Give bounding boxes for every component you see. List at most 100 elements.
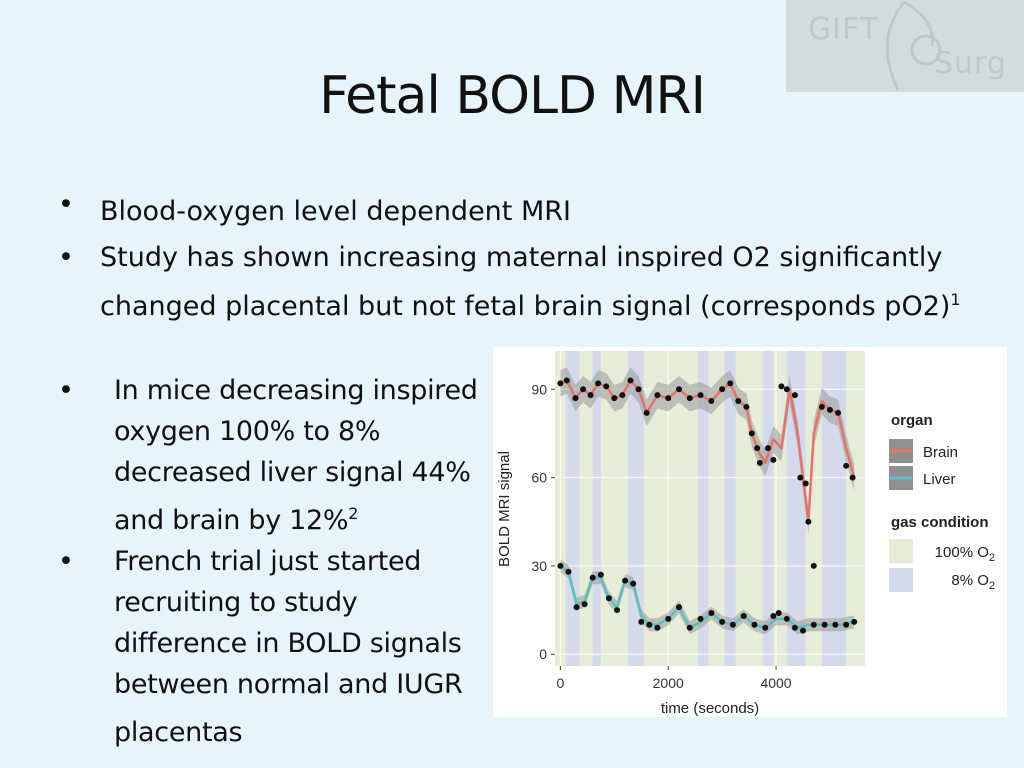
data-point-liver [821,621,828,628]
data-point-brain [603,383,610,390]
slide-title: Fetal BOLD MRI [319,66,706,126]
data-point-brain [643,409,650,416]
bullet-item: • French trial just started recruiting to… [58,541,488,753]
bullet-text: French trial just started recruiting to … [114,546,463,748]
bullet-dot-icon: • [58,242,74,273]
data-point-brain [797,474,804,481]
data-point-liver [597,571,604,578]
data-point-brain [835,409,842,416]
data-point-brain [735,398,742,405]
footnote-ref: 1 [950,290,961,309]
band-8pct [762,351,774,666]
logo-text-line2: Surg [934,46,1007,81]
gift-surg-logo-arc-icon [885,0,942,91]
data-point-brain [748,430,755,437]
bullet-text: In mice decreasing inspired oxygen 100% … [114,375,478,536]
data-point-liver [654,624,661,631]
data-point-brain [783,386,790,393]
data-point-brain [627,377,634,384]
data-point-liver [697,615,704,622]
left-bullet-list: • In mice decreasing inspired oxygen 100%… [58,370,488,753]
legend-label-brain: Brain [923,444,958,461]
data-point-brain [572,395,579,402]
data-point-brain [849,474,856,481]
data-points [557,377,858,634]
data-point-brain [595,380,602,387]
x-tick-label: 0 [556,675,564,691]
data-point-liver [729,621,736,628]
data-point-brain [756,459,763,466]
bullet-text: Blood-oxygen level dependent MRI [100,196,571,227]
data-point-brain [754,445,761,452]
data-point-brain [676,386,682,393]
band-8pct [592,351,601,666]
data-point-brain [770,456,777,463]
band-8pct [697,351,709,666]
data-point-liver [770,612,777,619]
bold-signal-chart: 0 30 60 90 0 2000 4000 BOLD MRI signal time (s… [493,347,1007,717]
data-point-brain [635,386,642,393]
data-point-liver [843,621,850,628]
data-point-brain [587,392,594,399]
bullet-item: • Blood-oxygen level dependent MRI [58,184,998,233]
data-point-liver [719,618,726,625]
legend-8pct-text: 8% O [951,572,989,589]
data-point-brain [826,406,833,413]
data-point-liver [630,580,637,587]
chart-svg: 0 30 60 90 0 2000 4000 BOLD MRI signal time (s… [496,351,995,717]
data-point-liver [751,621,758,628]
bullet-item: • In mice decreasing inspired oxygen 100%… [58,370,488,541]
data-point-brain [557,380,564,387]
data-point-brain [764,445,771,452]
data-point-liver [708,610,715,617]
legend-gas-title: gas condition [891,514,989,531]
data-point-brain [727,380,734,387]
data-point-brain [654,392,661,399]
data-point-brain [563,377,570,384]
y-axis-label: BOLD MRI signal [496,451,513,567]
data-point-liver [665,615,672,622]
data-point-brain [708,398,715,405]
data-point-liver [589,574,596,581]
bullet-dot-icon: • [58,375,74,406]
data-point-brain [719,386,726,393]
band-8pct [724,351,736,666]
x-tick-label: 2000 [653,675,684,691]
data-point-brain [778,383,785,390]
data-point-brain [843,462,850,469]
bullet-dot-icon: • [58,546,74,577]
data-point-brain [805,518,812,525]
data-point-liver [581,601,588,608]
logo-text-line1: GIFT [808,12,880,47]
bullet-text: Study has shown increasing maternal insp… [100,242,951,322]
data-point-brain [818,403,825,410]
top-bullet-list: • Blood-oxygen level dependent MRI • Study… [58,184,998,328]
data-point-liver [622,577,629,584]
data-point-liver [638,618,645,625]
x-tick-label: 4000 [760,675,791,691]
data-point-liver [832,621,839,628]
legend-100pct-text: 100% O [935,544,989,561]
gift-surg-logo: GIFT Surg [786,0,1024,92]
legend-label-100pct: 100% O2 [935,544,995,564]
data-point-brain [791,392,798,399]
data-point-liver [557,562,564,569]
data-point-brain [686,395,693,402]
axes: 0 30 60 90 0 2000 4000 [531,381,791,691]
y-tick-label: 0 [539,646,547,662]
legend-100pct-sub: 2 [989,552,995,564]
data-point-liver [676,604,682,611]
legend-8pct-sub: 2 [989,580,995,592]
data-point-brain [611,395,618,402]
y-tick-label: 30 [531,558,547,574]
data-point-liver [800,627,806,634]
data-point-liver [810,621,817,628]
data-point-liver [573,604,580,611]
data-point-brain [665,395,672,402]
data-point-liver [565,568,572,575]
band-8pct [565,351,580,666]
x-axis-label: time (seconds) [661,700,759,717]
ribbon-liver [560,559,855,635]
legend-key-8pct [889,568,913,592]
data-point-liver [614,607,620,614]
